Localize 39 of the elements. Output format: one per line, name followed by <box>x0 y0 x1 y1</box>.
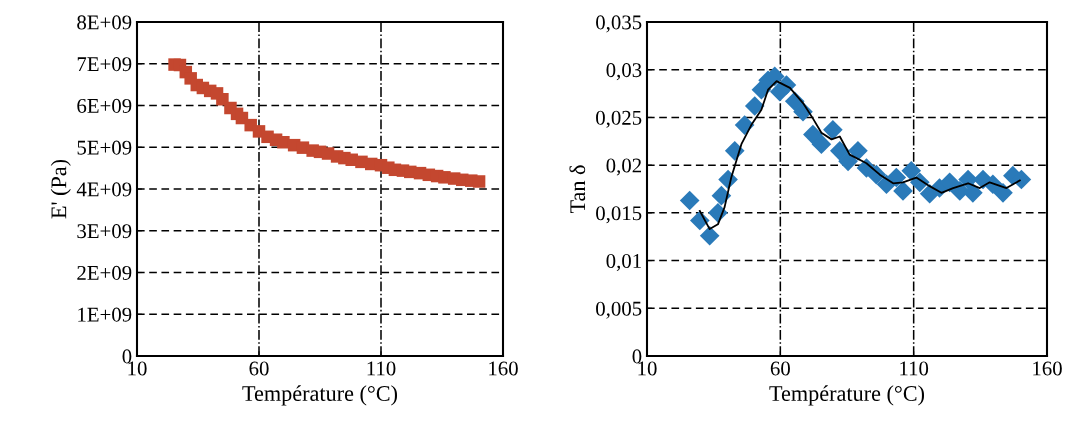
point <box>711 185 732 206</box>
point <box>993 183 1013 203</box>
y-tick-label: 4E+09 <box>76 182 132 197</box>
y-tick-label: 0,02 <box>606 158 641 176</box>
point <box>838 151 858 172</box>
x-tick-label: 110 <box>900 361 929 376</box>
point <box>811 134 832 154</box>
y-axis-title: Tan δ <box>569 165 586 214</box>
point <box>893 181 913 201</box>
x-tick-label: 160 <box>489 361 518 376</box>
x-tick-label: 60 <box>770 361 790 376</box>
point <box>963 183 983 203</box>
x-tick-label: 60 <box>249 361 269 376</box>
point <box>472 175 486 188</box>
y-tick-label: 0,035 <box>596 15 642 33</box>
x-tick-label: 110 <box>367 361 396 376</box>
point <box>744 96 765 116</box>
point <box>848 141 868 161</box>
y-tick-label: 0,005 <box>596 301 642 319</box>
y-tick-label: 0,03 <box>606 63 642 81</box>
y-axis-title: E' (Pa) <box>50 159 71 219</box>
y-tick-label: 5E+09 <box>77 140 132 155</box>
y-tick-label: 0,025 <box>596 110 642 128</box>
x-tick-label: 160 <box>1033 361 1062 376</box>
y-tick-label: 2E+09 <box>77 265 132 280</box>
y-tick-label: 3E+09 <box>77 224 132 239</box>
y-tick-label: 0,01 <box>606 253 641 271</box>
x-axis-title: Température (°C) <box>242 385 398 406</box>
y-tick-label: 1E+09 <box>78 307 132 322</box>
y-tick-label: 0,015 <box>596 206 642 224</box>
y-tick-label: 7E+09 <box>77 57 132 72</box>
point <box>823 120 843 140</box>
point <box>679 190 700 211</box>
point <box>901 161 922 181</box>
y-tick-label: 8E+09 <box>77 15 132 30</box>
point <box>939 172 960 193</box>
x-axis-title: Température (°C) <box>769 385 925 406</box>
point <box>699 225 720 246</box>
y-tick-label: 6E+09 <box>77 98 132 113</box>
